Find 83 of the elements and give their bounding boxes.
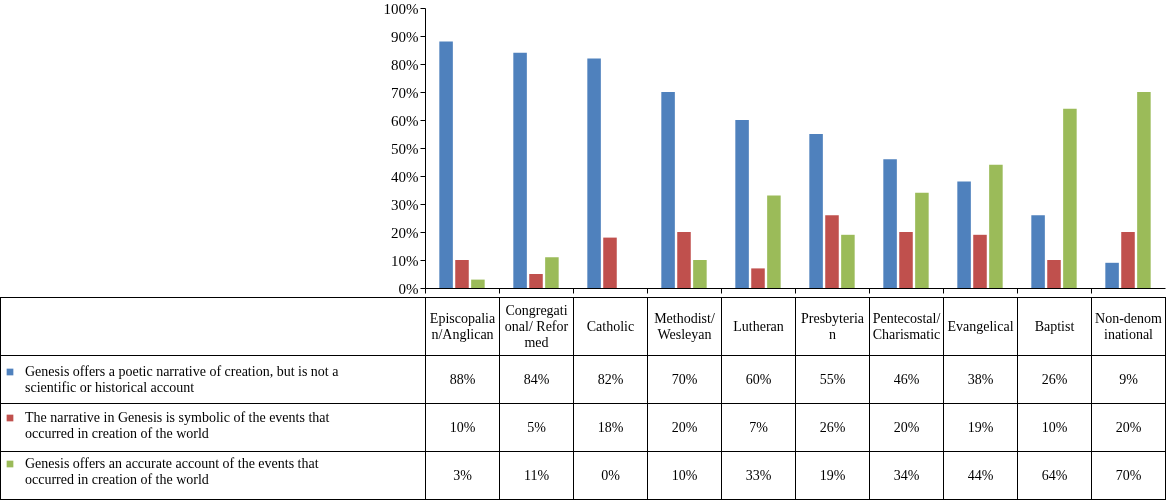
x-tick-label: Methodist/Wesleyan bbox=[647, 297, 722, 356]
data-label: 7% bbox=[721, 403, 796, 452]
data-label: 33% bbox=[721, 451, 796, 500]
bar bbox=[1121, 232, 1135, 288]
data-label: 10% bbox=[425, 403, 500, 452]
data-label: 18% bbox=[573, 403, 648, 452]
legend-label: Genesis offers a poetic narrative of creation, but is not a scientific or historical account bbox=[25, 364, 340, 395]
bar bbox=[1031, 215, 1045, 288]
x-tick-label: Congregational/ Reformed bbox=[499, 297, 574, 356]
x-tick-label: Lutheran bbox=[721, 297, 796, 356]
data-label: 34% bbox=[869, 451, 944, 500]
data-label: 38% bbox=[943, 355, 1018, 404]
bar bbox=[973, 234, 987, 288]
legend-label: The narrative in Genesis is symbolic of the events that occurred in creation of the world bbox=[25, 410, 330, 441]
y-tick-label: 20% bbox=[391, 224, 419, 241]
data-label: 0% bbox=[573, 451, 648, 500]
bar bbox=[1105, 262, 1119, 288]
bar bbox=[957, 181, 971, 288]
data-label: 44% bbox=[943, 451, 1018, 500]
bar bbox=[883, 159, 897, 288]
x-tick-label: Episcopalian/Anglican bbox=[425, 297, 500, 356]
data-label: 55% bbox=[795, 355, 870, 404]
y-tick-label: 30% bbox=[391, 196, 419, 213]
data-label: 5% bbox=[499, 403, 574, 452]
data-label: 20% bbox=[647, 403, 722, 452]
bar bbox=[439, 41, 453, 288]
bar bbox=[915, 192, 929, 288]
x-tick-label: Presbyterian bbox=[795, 297, 870, 356]
bar bbox=[529, 274, 543, 288]
data-label: 46% bbox=[869, 355, 944, 404]
x-tick-label: Evangelical bbox=[943, 297, 1018, 356]
bar bbox=[989, 164, 1003, 288]
data-label: 10% bbox=[1017, 403, 1092, 452]
legend-label: Genesis offers an accurate account of the events that occurred in creation of the world bbox=[25, 456, 319, 487]
y-tick-label: 70% bbox=[391, 84, 419, 101]
bar bbox=[693, 260, 707, 288]
bar bbox=[751, 268, 765, 288]
y-tick-label: 40% bbox=[391, 168, 419, 185]
data-label: 3% bbox=[425, 451, 500, 500]
data-label: 84% bbox=[499, 355, 574, 404]
data-label: 64% bbox=[1017, 451, 1092, 500]
y-tick-label: 0% bbox=[398, 280, 419, 297]
bar bbox=[587, 58, 601, 288]
data-label: 11% bbox=[499, 451, 574, 500]
bar bbox=[735, 120, 749, 288]
x-tick-label: Baptist bbox=[1017, 297, 1092, 356]
x-tick-label: Pentecostal/Charismatic bbox=[869, 297, 944, 356]
bar bbox=[1047, 260, 1061, 288]
data-label: 26% bbox=[1017, 355, 1092, 404]
y-tick-label: 60% bbox=[391, 112, 419, 129]
data-label: 19% bbox=[943, 403, 1018, 452]
bar bbox=[767, 195, 781, 288]
bar bbox=[661, 92, 675, 288]
bar bbox=[1137, 92, 1151, 288]
bar bbox=[455, 260, 469, 288]
y-tick-label: 10% bbox=[391, 252, 419, 269]
data-label: 26% bbox=[795, 403, 870, 452]
data-label: 70% bbox=[647, 355, 722, 404]
bar bbox=[513, 52, 527, 288]
data-label: 19% bbox=[795, 451, 870, 500]
y-tick-label: 50% bbox=[391, 140, 419, 157]
y-tick-label: 90% bbox=[391, 28, 419, 45]
bar bbox=[545, 257, 559, 288]
bar bbox=[809, 134, 823, 288]
data-label: 88% bbox=[425, 355, 500, 404]
x-tick-label: Catholic bbox=[573, 297, 648, 356]
bar bbox=[471, 279, 485, 288]
data-label: 20% bbox=[869, 403, 944, 452]
data-label: 60% bbox=[721, 355, 796, 404]
data-label: 70% bbox=[1091, 451, 1166, 500]
bar bbox=[825, 215, 839, 288]
bar bbox=[603, 237, 617, 288]
bar bbox=[677, 232, 691, 288]
data-label: 20% bbox=[1091, 403, 1166, 452]
y-tick-label: 100% bbox=[383, 0, 419, 17]
bar bbox=[841, 234, 855, 288]
y-tick-label: 80% bbox=[391, 56, 419, 73]
bar bbox=[1063, 108, 1077, 288]
bar bbox=[899, 232, 913, 288]
x-tick-label: Non-denominational bbox=[1091, 297, 1166, 356]
data-label: 82% bbox=[573, 355, 648, 404]
data-label: 9% bbox=[1091, 355, 1166, 404]
data-label: 10% bbox=[647, 451, 722, 500]
